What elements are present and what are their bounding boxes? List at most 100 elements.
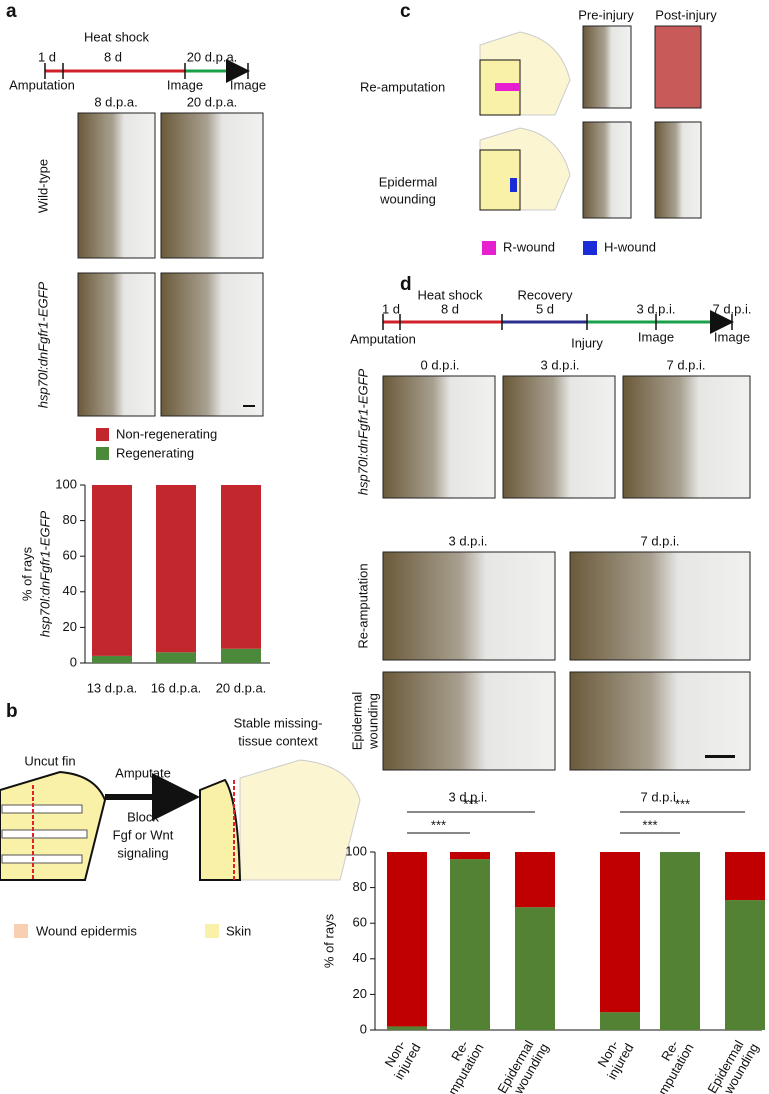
bar-segment bbox=[725, 900, 765, 1030]
y-tick-label: 0 bbox=[360, 1021, 367, 1036]
photo bbox=[77, 272, 156, 417]
bar-segment bbox=[450, 852, 490, 860]
bar-segment bbox=[515, 852, 555, 908]
y-tick-label: 60 bbox=[353, 915, 367, 930]
legend-swatch bbox=[205, 924, 219, 938]
legend-label: Wound epidermis bbox=[36, 923, 137, 938]
row-label: wounding bbox=[379, 191, 436, 206]
fin-drawing bbox=[0, 770, 107, 881]
photo bbox=[654, 25, 702, 109]
y-tick-label: 100 bbox=[345, 843, 367, 858]
column-label: 7 d.p.i. bbox=[666, 357, 705, 372]
photo bbox=[582, 121, 632, 219]
legend-swatch bbox=[482, 241, 496, 255]
photo bbox=[382, 375, 496, 499]
column-label: 3 d.p.i. bbox=[540, 357, 579, 372]
timeline-event: Amputation bbox=[9, 77, 75, 92]
y-tick-label: 100 bbox=[55, 476, 77, 491]
column-label: 7 d.p.i. bbox=[640, 533, 679, 548]
panel-letter: a bbox=[6, 1, 17, 22]
bar-segment bbox=[221, 648, 261, 663]
arrow-label: Fgf or Wnt bbox=[113, 827, 174, 842]
wound-mark bbox=[495, 83, 520, 91]
column-label: 20 d.p.a. bbox=[187, 94, 238, 109]
arrow-label: Amputate bbox=[115, 765, 171, 780]
photo bbox=[160, 112, 264, 259]
bar-segment bbox=[515, 907, 555, 1030]
row-label: Epidermal bbox=[349, 692, 364, 751]
bar-segment bbox=[660, 852, 700, 1030]
column-label: 0 d.p.i. bbox=[420, 357, 459, 372]
y-tick-label: 80 bbox=[353, 879, 367, 894]
legend-swatch bbox=[96, 447, 109, 460]
row-label: Wild-type bbox=[35, 159, 50, 213]
panel-letter: d bbox=[400, 274, 412, 295]
photo bbox=[502, 375, 616, 499]
timeline-label: Recovery bbox=[518, 287, 573, 302]
photo bbox=[569, 671, 751, 771]
bar-segment bbox=[92, 485, 132, 656]
arrow-label: signaling bbox=[117, 845, 168, 860]
y-tick-label: 40 bbox=[63, 583, 77, 598]
significance-label: *** bbox=[431, 817, 446, 832]
timeline-ticks bbox=[382, 314, 733, 330]
row-label: wounding bbox=[365, 693, 380, 750]
legend-swatch bbox=[14, 924, 28, 938]
bar-segment bbox=[600, 852, 640, 1013]
timeline-mark: 1 d bbox=[382, 301, 400, 316]
photo bbox=[382, 551, 556, 661]
fin-label: Stable missing- bbox=[234, 715, 323, 730]
bar-segment bbox=[600, 1012, 640, 1030]
photo bbox=[160, 272, 264, 417]
bar-segment bbox=[387, 1026, 427, 1030]
bar-segment bbox=[221, 485, 261, 649]
bar-segment bbox=[156, 652, 196, 663]
timeline-event: Image bbox=[638, 329, 674, 344]
y-axis-label: hsp70l:dnFgfr1-EGFP bbox=[37, 510, 52, 637]
panel-letter: b bbox=[6, 701, 18, 722]
photo bbox=[382, 671, 556, 771]
bar-segment bbox=[450, 859, 490, 1030]
fin-drawing bbox=[239, 759, 361, 881]
row-label: Epidermal bbox=[379, 174, 438, 189]
row-label: Re-amputation bbox=[355, 563, 370, 648]
arrow-label: Block bbox=[127, 809, 159, 824]
legend-swatch bbox=[583, 241, 597, 255]
photo bbox=[77, 112, 156, 259]
significance-label: *** bbox=[463, 796, 478, 811]
legend-label: Skin bbox=[226, 923, 251, 938]
legend-label: Regenerating bbox=[116, 445, 194, 460]
timeline-label: Heat shock bbox=[417, 287, 483, 302]
y-tick-label: 40 bbox=[353, 950, 367, 965]
timeline-mark: 3 d.p.i. bbox=[636, 301, 675, 316]
fin-label: Uncut fin bbox=[24, 753, 75, 768]
timeline-mark: 1 d bbox=[38, 49, 56, 64]
row-label: Re-amputation bbox=[360, 79, 445, 94]
timeline-mark: 8 d bbox=[441, 301, 459, 316]
bar-segment bbox=[156, 485, 196, 653]
x-tick-label: 13 d.p.a. bbox=[87, 680, 138, 695]
group-label: 3 d.p.i. bbox=[448, 789, 487, 804]
timeline-mark: 7 d.p.i. bbox=[712, 301, 751, 316]
x-tick-label: 16 d.p.a. bbox=[151, 680, 202, 695]
y-tick-label: 20 bbox=[63, 619, 77, 634]
fin-drawing bbox=[199, 778, 242, 881]
legend-label: H-wound bbox=[604, 239, 656, 254]
group-label: 7 d.p.i. bbox=[640, 789, 679, 804]
timeline-event: Image bbox=[167, 77, 203, 92]
timeline-event: Image bbox=[230, 77, 266, 92]
scale-bar bbox=[705, 755, 735, 758]
fin-rays bbox=[1, 804, 88, 864]
timeline-event: Amputation bbox=[350, 331, 416, 346]
x-tick-label: 20 d.p.a. bbox=[216, 680, 267, 695]
bar-segment bbox=[387, 852, 427, 1027]
timeline-mark: 8 d bbox=[104, 49, 122, 64]
photo bbox=[569, 551, 751, 661]
timeline-mark: 20 d.p.a. bbox=[187, 49, 238, 64]
legend-label: Non-regenerating bbox=[116, 426, 217, 441]
photo bbox=[654, 121, 702, 219]
photo bbox=[582, 25, 632, 109]
y-axis-label: % of rays bbox=[19, 546, 34, 601]
column-label: Pre-injury bbox=[578, 7, 634, 22]
